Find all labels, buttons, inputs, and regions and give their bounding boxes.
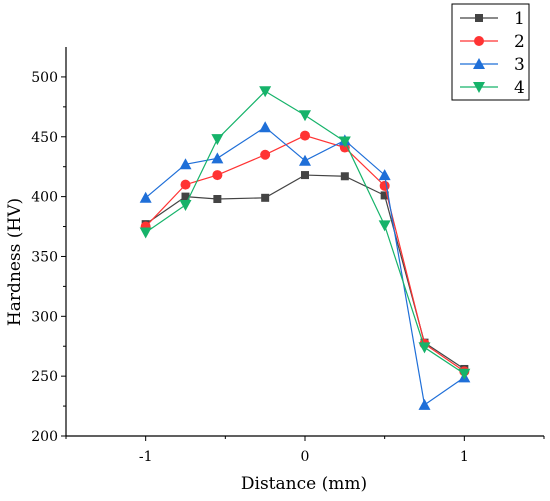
data-point — [378, 169, 391, 181]
y-tick-label: 450 — [31, 130, 58, 146]
legend-label: 1 — [514, 9, 525, 29]
series-line-2 — [145, 134, 465, 372]
legend-entry: 4 — [460, 78, 525, 98]
data-point — [301, 171, 309, 180]
y-tick-label: 200 — [31, 429, 58, 445]
data-point — [212, 170, 223, 181]
data-point — [211, 134, 224, 146]
legend-label: 3 — [514, 55, 525, 75]
data-point — [261, 193, 270, 202]
x-tick-label: -1 — [139, 449, 153, 465]
legend-label: 2 — [514, 32, 525, 52]
data-point — [299, 154, 311, 166]
legend-box — [451, 3, 530, 101]
data-point — [181, 192, 190, 201]
series-4 — [139, 86, 471, 380]
legend-marker — [475, 14, 483, 22]
series-3 — [139, 121, 471, 410]
data-point — [458, 368, 471, 380]
data-point — [260, 149, 271, 160]
data-point — [378, 220, 391, 232]
data-point — [338, 136, 351, 148]
y-tick-label: 400 — [31, 190, 58, 206]
y-tick-label: 250 — [31, 369, 58, 385]
x-tick-label: 0 — [301, 449, 310, 465]
data-point — [139, 191, 152, 203]
legend-label: 4 — [514, 78, 525, 98]
legend-marker — [473, 58, 485, 69]
x-axis-title: Distance (mm) — [241, 474, 367, 494]
data-point — [418, 342, 431, 354]
legend: 1 2 3 4 — [451, 3, 530, 101]
legend-entry: 2 — [460, 32, 525, 52]
data-point — [211, 152, 224, 164]
y-tick-label: 300 — [31, 309, 58, 325]
data-point — [213, 195, 222, 204]
data-point — [418, 398, 431, 410]
y-tick-label: 500 — [31, 70, 58, 86]
data-point — [139, 227, 152, 239]
y-axis-title: Hardness (HV) — [5, 198, 25, 326]
data-point — [380, 191, 389, 200]
legend-entry: 1 — [460, 9, 525, 29]
legend-marker — [473, 82, 485, 93]
data-point — [179, 158, 192, 170]
data-point — [180, 179, 191, 190]
y-tick-label: 350 — [31, 249, 58, 265]
series-line-1 — [145, 174, 465, 370]
legend-entry: 3 — [460, 55, 525, 75]
data-point — [379, 180, 390, 191]
x-tick-label: 1 — [460, 449, 469, 465]
data-point — [300, 130, 310, 141]
series-line-3 — [145, 126, 465, 406]
data-point — [299, 110, 311, 122]
legend-marker — [474, 36, 484, 46]
axes: 200 250 300 350 400 450 500 -1 0 1 — [31, 47, 545, 465]
data-point — [179, 199, 192, 211]
series-layer — [139, 86, 471, 410]
data-point — [259, 121, 272, 133]
data-point — [259, 86, 272, 98]
data-point — [340, 172, 349, 181]
